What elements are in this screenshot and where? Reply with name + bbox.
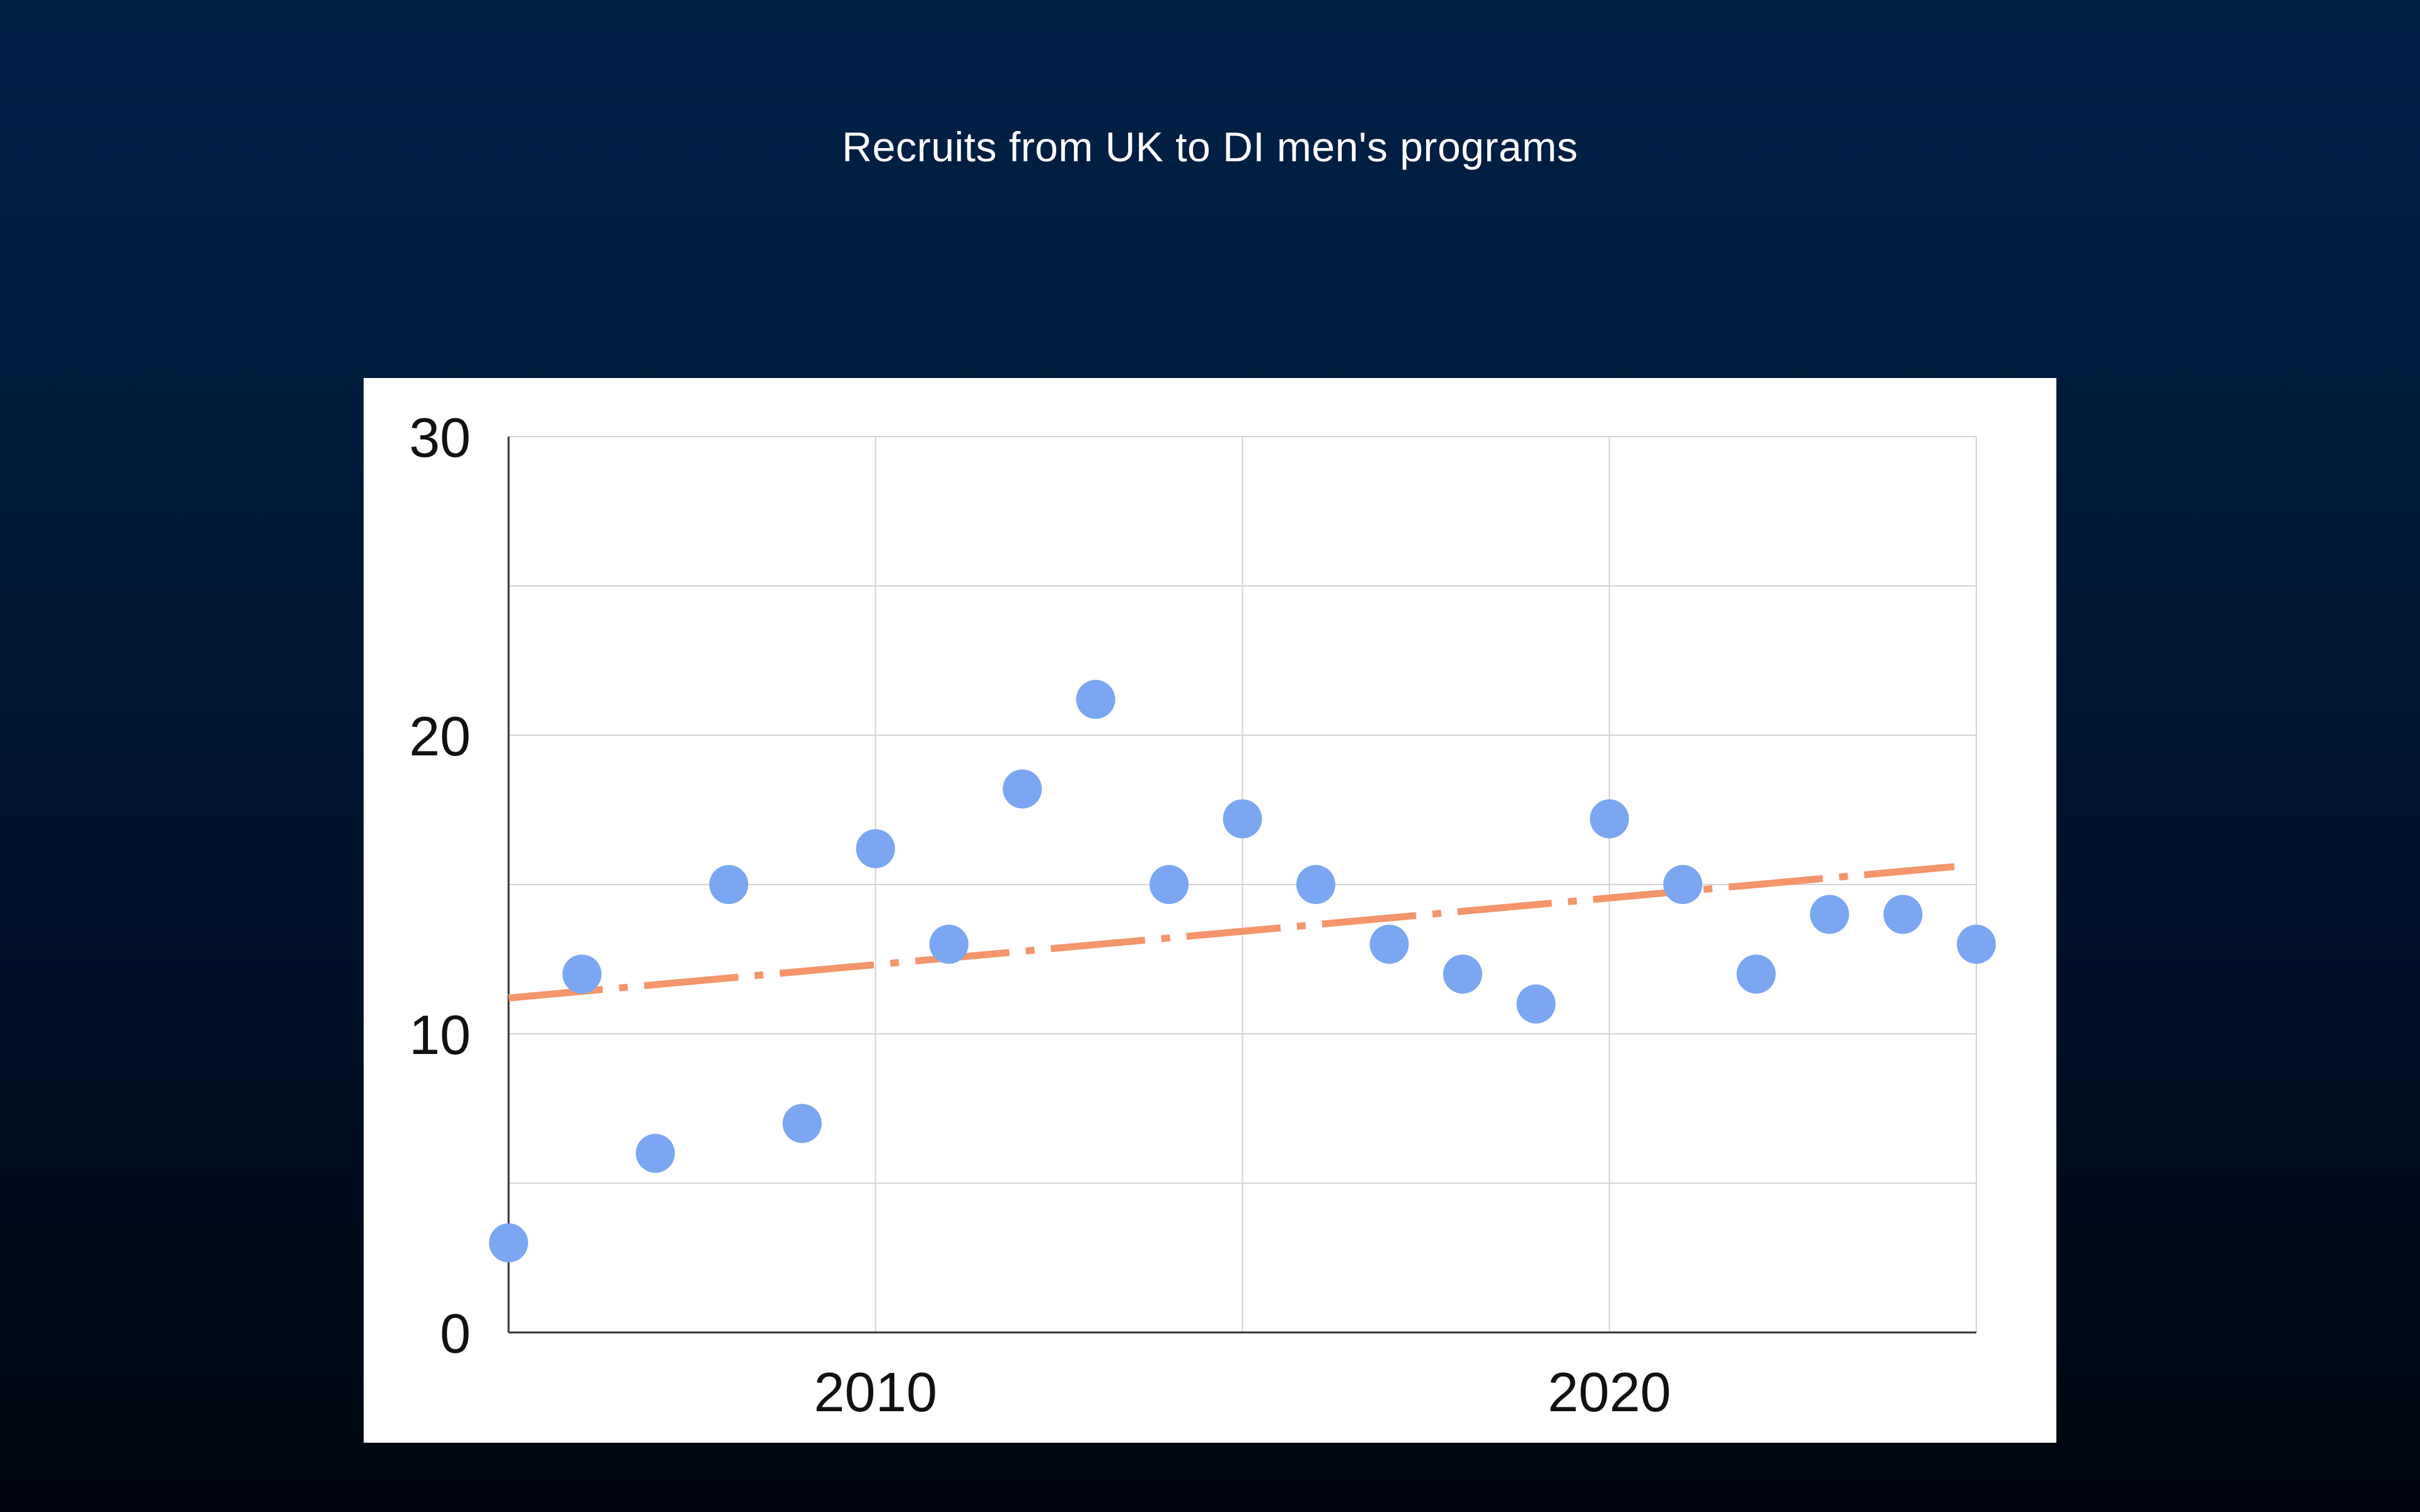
data-point-2017	[1369, 924, 1409, 964]
data-point-2022	[1736, 954, 1776, 994]
data-point-2007	[635, 1133, 675, 1173]
data-point-2021	[1663, 865, 1703, 904]
data-point-2005	[489, 1223, 528, 1263]
x-tick-label-2010: 2010	[814, 1361, 937, 1423]
data-point-2015	[1223, 799, 1262, 839]
data-point-2013	[1076, 680, 1115, 719]
data-point-2023	[1810, 895, 1850, 934]
data-point-2020	[1589, 799, 1629, 839]
trendline	[508, 863, 1955, 1002]
trendline-layer	[508, 863, 1955, 1002]
y-tick-label-30: 30	[409, 406, 471, 469]
data-point-2025	[1957, 924, 1996, 964]
data-point-2019	[1516, 984, 1556, 1024]
slide-title: Recruits from UK to DI men's programs	[841, 123, 1579, 170]
gridlines	[509, 436, 1977, 1332]
data-point-2016	[1296, 865, 1335, 904]
data-points	[489, 680, 1996, 1263]
data-point-2010	[856, 829, 896, 869]
data-point-2014	[1150, 865, 1189, 904]
data-point-2009	[782, 1104, 822, 1143]
data-point-2018	[1443, 954, 1482, 994]
y-tick-label-20: 20	[409, 705, 471, 767]
data-point-2012	[1003, 769, 1042, 809]
data-point-2024	[1883, 895, 1923, 934]
data-point-2006	[562, 954, 602, 994]
y-tick-label-0: 0	[440, 1302, 471, 1365]
x-tick-label-2020: 2020	[1548, 1361, 1671, 1423]
scatter-chart: 0 10 20 30 2010 2020	[409, 406, 1996, 1423]
tick-labels: 0 10 20 30 2010 2020	[409, 406, 1671, 1423]
chart-panel: 0 10 20 30 2010 2020	[364, 378, 2056, 1443]
data-point-2011	[929, 924, 969, 964]
data-point-2008	[709, 865, 749, 904]
y-tick-label-10: 10	[409, 1004, 471, 1066]
axes	[507, 437, 1976, 1334]
